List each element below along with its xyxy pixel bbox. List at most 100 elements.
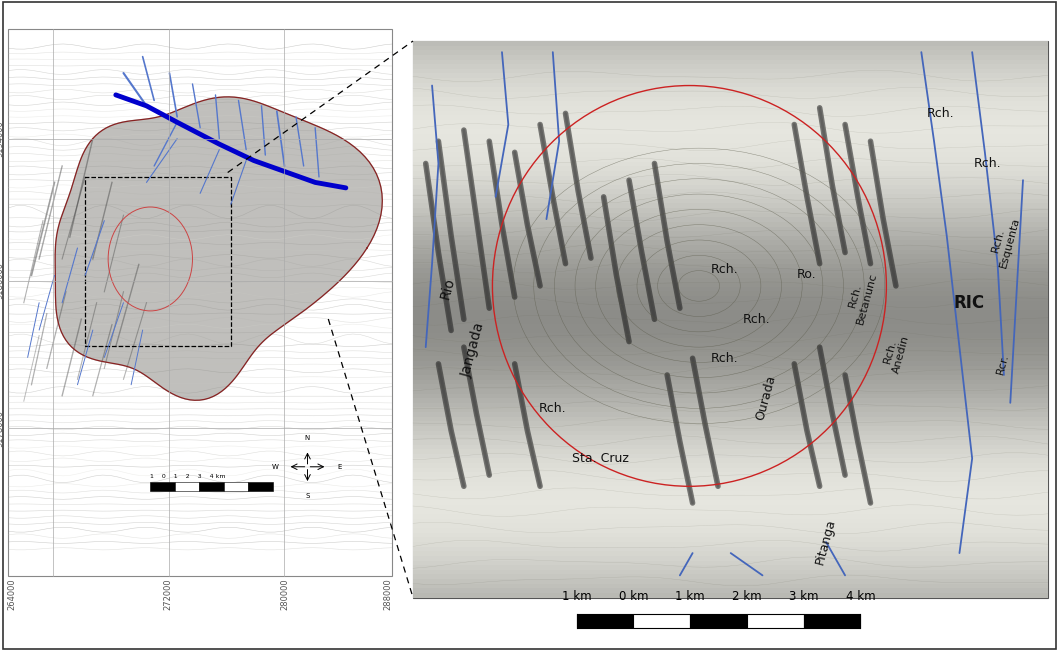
Text: Rch.
Esquenta: Rch. Esquenta	[987, 214, 1021, 270]
Bar	[413, 208, 1048, 213]
Bar	[413, 445, 1048, 449]
Bar	[413, 384, 1048, 389]
Text: 0 km: 0 km	[618, 590, 648, 603]
Text: Rio: Rio	[438, 276, 457, 301]
Bar	[413, 231, 1048, 236]
Bar	[413, 236, 1048, 240]
Bar	[413, 55, 1048, 60]
Text: Ro.: Ro.	[797, 268, 816, 281]
Bar	[413, 491, 1048, 495]
Bar	[413, 551, 1048, 556]
Bar	[413, 467, 1048, 473]
Bar	[413, 250, 1048, 255]
Bar	[413, 542, 1048, 547]
Bar	[413, 589, 1048, 593]
Bar	[413, 380, 1048, 384]
Text: W: W	[272, 464, 279, 470]
Bar	[413, 87, 1048, 92]
Text: Rch.: Rch.	[742, 313, 770, 326]
Bar	[413, 574, 1048, 579]
Text: Pitanga: Pitanga	[813, 518, 839, 566]
Bar	[249, 482, 273, 492]
Bar	[413, 510, 1048, 514]
Bar	[413, 528, 1048, 533]
Text: 4 km: 4 km	[845, 590, 875, 603]
Text: RIC: RIC	[953, 294, 985, 312]
Bar	[150, 482, 175, 492]
Bar	[413, 436, 1048, 440]
Bar	[413, 584, 1048, 589]
Bar	[413, 305, 1048, 310]
Bar	[413, 41, 1048, 46]
Bar	[413, 357, 1048, 361]
Bar	[413, 570, 1048, 574]
Bar	[413, 296, 1048, 301]
Bar	[413, 213, 1048, 217]
Bar	[413, 310, 1048, 314]
Bar	[413, 366, 1048, 370]
Text: N: N	[305, 435, 310, 441]
Text: 272000: 272000	[163, 578, 172, 610]
Bar	[413, 361, 1048, 366]
Text: Sta. Cruz: Sta. Cruz	[572, 452, 629, 465]
Bar	[413, 533, 1048, 537]
Bar	[413, 523, 1048, 528]
Bar	[413, 255, 1048, 259]
Text: Rch.
Anedin: Rch. Anedin	[880, 331, 912, 374]
Bar	[413, 593, 1048, 598]
Bar	[747, 614, 804, 628]
Bar	[413, 347, 1048, 352]
Bar	[413, 74, 1048, 78]
Text: Ourada: Ourada	[753, 373, 778, 421]
Bar	[8, 29, 392, 576]
Bar	[413, 324, 1048, 329]
Bar	[413, 161, 1048, 166]
Bar	[413, 111, 1048, 115]
Bar	[413, 329, 1048, 333]
Bar	[413, 292, 1048, 296]
Bar	[413, 519, 1048, 523]
Bar	[413, 561, 1048, 565]
Text: 9194000: 9194000	[0, 120, 4, 157]
Bar	[413, 393, 1048, 398]
Bar	[413, 96, 1048, 102]
Bar	[413, 449, 1048, 454]
Bar	[413, 477, 1048, 482]
Bar	[413, 240, 1048, 245]
Bar	[413, 264, 1048, 268]
Bar	[413, 64, 1048, 69]
Text: Rch.: Rch.	[711, 352, 738, 365]
Bar	[576, 614, 633, 628]
Bar	[413, 389, 1048, 393]
Bar	[413, 537, 1048, 542]
Bar	[413, 134, 1048, 139]
Text: 2 km: 2 km	[732, 590, 761, 603]
Text: 3 km: 3 km	[789, 590, 819, 603]
Bar	[413, 92, 1048, 97]
Bar	[413, 106, 1048, 111]
Bar	[413, 412, 1048, 417]
Text: Rch.: Rch.	[711, 263, 738, 276]
Bar	[413, 458, 1048, 463]
Bar	[413, 277, 1048, 283]
Bar	[413, 370, 1048, 375]
Polygon shape	[55, 97, 382, 400]
Bar	[413, 301, 1048, 305]
Bar	[413, 282, 1048, 287]
Bar	[413, 166, 1048, 171]
Bar	[413, 194, 1048, 199]
Bar	[413, 426, 1048, 431]
Bar	[413, 259, 1048, 264]
Bar	[413, 375, 1048, 380]
Bar	[413, 565, 1048, 570]
Bar	[413, 185, 1048, 189]
Bar	[413, 547, 1048, 551]
Bar	[413, 203, 1048, 208]
Bar	[633, 614, 690, 628]
Bar	[413, 403, 1048, 408]
Text: Rch.: Rch.	[927, 107, 954, 120]
Bar	[413, 124, 1048, 129]
Bar	[413, 482, 1048, 486]
Text: 1 km: 1 km	[676, 590, 705, 603]
Bar	[413, 333, 1048, 338]
